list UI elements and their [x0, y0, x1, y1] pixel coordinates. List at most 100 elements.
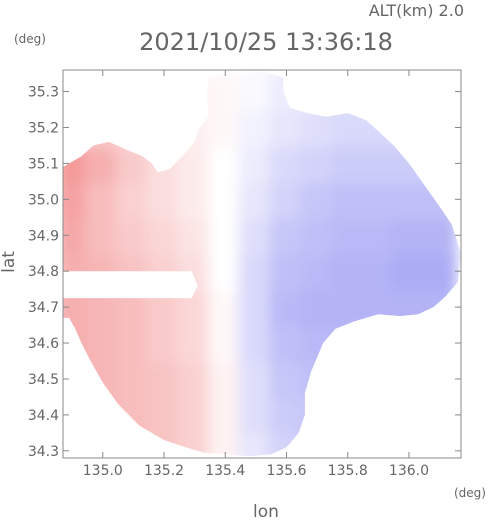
field-cell [299, 143, 335, 184]
field-cell [63, 107, 90, 148]
field-cell [422, 359, 457, 399]
field-cell [146, 323, 182, 363]
field-cell [177, 143, 212, 184]
field-cell [269, 107, 304, 148]
field-cell [391, 394, 427, 435]
field-cell [391, 323, 427, 363]
x-tick-label: 135.2 [144, 463, 184, 479]
field-cell [361, 323, 396, 363]
field-cell [330, 71, 365, 112]
field-cell [85, 179, 121, 220]
field-cell [177, 287, 212, 327]
field-cell [208, 179, 243, 220]
field-cell [361, 215, 396, 256]
field-cell [422, 107, 457, 148]
field-cell [177, 179, 212, 220]
field-cell [422, 251, 457, 292]
field-cell [208, 323, 243, 363]
field-cell [361, 251, 396, 292]
field-cell [116, 251, 151, 292]
field-cell [299, 107, 335, 148]
x-axis-ticks: 135.0 135.2 135.4 135.6 135.8 136.0 [83, 70, 429, 479]
chart-title: 2021/10/25 13:36:18 [139, 28, 393, 56]
field-cell [330, 251, 365, 292]
field-cell [391, 251, 427, 292]
field-cell [146, 71, 182, 112]
field-cell [299, 251, 335, 292]
field-cell [208, 394, 243, 435]
field-cell [116, 71, 151, 112]
field-cell [146, 287, 182, 327]
field-cell [361, 359, 396, 399]
field-cell [85, 215, 121, 256]
x-axis-label: lon [253, 502, 279, 521]
field-cell [177, 359, 212, 399]
field-cell [391, 359, 427, 399]
field-cell [177, 394, 212, 435]
field-cell [177, 251, 212, 292]
field-cell [361, 107, 396, 148]
field-cell [63, 71, 90, 112]
field-cell [238, 251, 274, 292]
x-unit-label: (deg) [454, 486, 486, 500]
field-cell [177, 215, 212, 256]
field-cell [391, 143, 427, 184]
altitude-label: ALT(km) 2.0 [369, 1, 464, 20]
y-tick-label: 34.6 [28, 336, 59, 352]
field-cell [330, 359, 365, 399]
field-cell [208, 251, 243, 292]
field-cell [330, 215, 365, 256]
field-cell [146, 215, 182, 256]
x-tick-label: 135.4 [205, 463, 245, 479]
y-tick-label: 35.2 [28, 120, 59, 136]
field-cell [422, 394, 457, 435]
field-cell [422, 215, 457, 256]
field-cell [177, 107, 212, 148]
field-cell [63, 323, 90, 363]
field-cell [208, 143, 243, 184]
field-cell [63, 394, 90, 435]
x-tick-label: 135.0 [83, 463, 123, 479]
field-cell [238, 179, 274, 220]
field-cell [238, 71, 274, 112]
field-cell [116, 179, 151, 220]
field-cell [85, 323, 121, 363]
field-cell [116, 394, 151, 435]
y-tick-label: 34.8 [28, 264, 59, 280]
field-cell [146, 179, 182, 220]
field-cell [116, 359, 151, 399]
field-cell [391, 287, 427, 327]
y-tick-label: 35.0 [28, 192, 59, 208]
x-tick-label: 135.6 [266, 463, 306, 479]
field-cell [269, 359, 304, 399]
field-cell [238, 287, 274, 327]
field-cell [422, 71, 457, 112]
field-cell [330, 179, 365, 220]
y-unit-label: (deg) [14, 32, 46, 46]
y-axis-ticks: 34.3 34.4 34.5 34.6 34.7 34.8 34.9 35.0 35.1 35.2… [28, 85, 461, 460]
field-cell [177, 323, 212, 363]
field-cell [299, 71, 335, 112]
field-cell [422, 287, 457, 327]
field-cell [146, 394, 182, 435]
y-tick-label: 35.1 [28, 156, 59, 172]
y-tick-label: 34.5 [28, 372, 59, 388]
field-cell [422, 323, 457, 363]
field-cell [208, 107, 243, 148]
field-cell [177, 71, 212, 112]
field-cell [146, 143, 182, 184]
field-cell [116, 287, 151, 327]
field-cell [208, 359, 243, 399]
field-cell [299, 179, 335, 220]
field-cell [361, 179, 396, 220]
field-cell [238, 430, 274, 457]
velocity-field [63, 71, 457, 457]
y-axis-label: lat [0, 251, 19, 273]
field-cell [238, 323, 274, 363]
field-cell [85, 71, 121, 112]
x-tick-label: 136.0 [389, 463, 429, 479]
y-tick-label: 34.3 [28, 444, 59, 460]
field-cell [330, 107, 365, 148]
field-cell [85, 143, 121, 184]
field-cell [269, 251, 304, 292]
